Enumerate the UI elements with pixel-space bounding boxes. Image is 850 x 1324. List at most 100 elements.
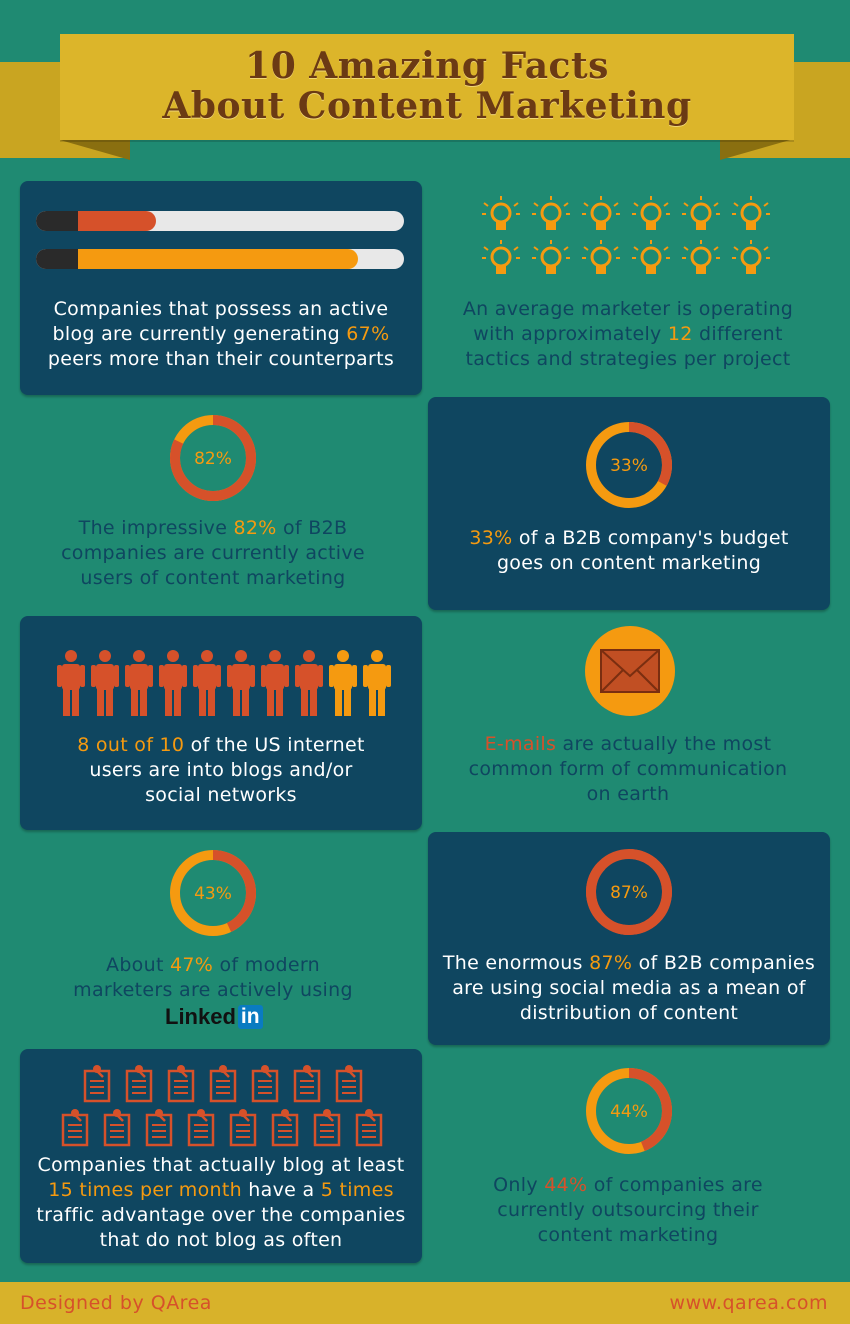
clipboard-icon: [145, 1109, 173, 1147]
person-icon: [125, 650, 153, 716]
fact-text-part: An average marketer is operating with ap…: [462, 298, 794, 345]
donut-segment: [170, 850, 256, 936]
fact-highlight: 82%: [233, 517, 277, 539]
linkedin-logo-text: Linked: [165, 1004, 236, 1029]
banner-right-fold: [720, 140, 790, 160]
fact-text-part: Companies that possess an active blog ar…: [52, 298, 389, 345]
lightbulb-icon: [632, 196, 670, 230]
fact-highlight: 47%: [170, 954, 214, 976]
fact-text-part: peers more than their counterparts: [47, 348, 395, 370]
person-icon: [193, 650, 221, 716]
fact-social-panel: The enormous 87% of B2B companies are us…: [428, 832, 830, 1045]
lightbulb-icon: [532, 196, 570, 230]
clipboard-icon: [229, 1109, 257, 1147]
donut-segment: [170, 415, 256, 501]
fact-text-part: of modern marketers are actively using: [73, 954, 353, 1001]
footer-credit: Designed by QArea: [20, 1292, 212, 1314]
fact-text-part: are actually the most common form of com…: [468, 733, 788, 805]
clipboard-icon: [271, 1109, 299, 1147]
progress-bar-fill: [78, 211, 156, 231]
clipboard-icon: [103, 1109, 131, 1147]
fact-highlight: 5 times: [320, 1179, 394, 1201]
lightbulb-icon: [482, 240, 520, 274]
clipboard-icon: [125, 1065, 153, 1103]
lightbulb-icon: [582, 240, 620, 274]
fact-text-part: Only: [493, 1174, 545, 1196]
clipboard-icon-row: [54, 1107, 390, 1147]
clipboard-icon: [293, 1065, 321, 1103]
lightbulb-icon: [682, 196, 720, 230]
person-icon: [91, 650, 119, 716]
fact-blog-freq-panel: Companies that actually blog at least 15…: [20, 1049, 422, 1263]
person-icon-row: [54, 648, 394, 718]
title-line-2: About Content Marketing: [162, 85, 692, 127]
fact-text-part: of a B2B company's budget goes on conten…: [496, 527, 789, 574]
lightbulb-icon: [582, 196, 620, 230]
clipboard-icon: [335, 1065, 363, 1103]
donut-label: 33%: [610, 456, 648, 476]
fact-highlight: 44%: [544, 1174, 588, 1196]
clipboard-icon: [251, 1065, 279, 1103]
footer-url-link[interactable]: www.qarea.com: [669, 1292, 828, 1314]
fact-us-users-text: 8 out of 10 of the US internet users are…: [60, 733, 382, 808]
fact-social-text: The enormous 87% of B2B companies are us…: [436, 951, 822, 1026]
lightbulb-icon: [632, 240, 670, 274]
lightbulb-icon: [732, 240, 770, 274]
donut-segment: [586, 422, 672, 508]
clipboard-icon: [187, 1109, 215, 1147]
donut-label: 44%: [610, 1102, 648, 1122]
fact-highlight: 12: [667, 323, 693, 345]
person-icon: [295, 650, 323, 716]
clipboard-icon: [355, 1109, 383, 1147]
progress-bar-fill: [78, 249, 358, 269]
footer-bar: Designed by QArea www.qarea.com: [0, 1282, 850, 1324]
donut-label: 43%: [194, 884, 232, 904]
fact-text-part: traffic advantage over the companies tha…: [36, 1204, 406, 1251]
fact-tactics-text: An average marketer is operating with ap…: [440, 297, 816, 372]
fact-highlight: 33%: [469, 527, 513, 549]
fact-highlight: 8 out of 10: [77, 734, 185, 756]
clipboard-icon: [61, 1109, 89, 1147]
envelope-badge: [585, 626, 675, 716]
lightbulb-icon: [482, 196, 520, 230]
fact-text-part: of B2B companies are currently active us…: [61, 517, 365, 589]
donut-segment: [586, 1068, 672, 1154]
fact-text-part: have a: [241, 1179, 321, 1201]
fact-text-part: of B2B companies are using social media …: [452, 952, 816, 1024]
donut-label: 82%: [194, 449, 232, 469]
donut-chart-87: 87%: [586, 849, 672, 935]
fact-outsourcing-text: Only 44% of companies are currently outs…: [478, 1173, 778, 1248]
fact-highlight: 87%: [589, 952, 633, 974]
person-icon: [159, 650, 187, 716]
progress-bar-cap: [36, 249, 78, 269]
fact-text-part: of companies are currently outsourcing t…: [497, 1174, 763, 1246]
person-icon: [363, 650, 391, 716]
fact-budget-panel: 33% of a B2B company's budget goes on co…: [428, 397, 830, 610]
donut-chart-44: 44%: [586, 1068, 672, 1154]
progress-bar-cap: [36, 211, 78, 231]
progress-bar-red: [36, 211, 404, 231]
title-line-1: 10 Amazing Facts: [245, 45, 609, 87]
fact-text-part: The impressive: [78, 517, 234, 539]
clipboard-icon: [167, 1065, 195, 1103]
person-icon: [261, 650, 289, 716]
lightbulb-icon: [682, 240, 720, 274]
envelope-icon: [600, 649, 660, 693]
lightbulb-icon: [732, 196, 770, 230]
clipboard-icon: [313, 1109, 341, 1147]
clipboard-icon: [83, 1065, 111, 1103]
linkedin-logo: Linked in: [165, 1004, 263, 1030]
donut-chart-33: 33%: [586, 422, 672, 508]
fact-highlight: E-mails: [484, 733, 557, 755]
donut-label: 87%: [610, 883, 648, 903]
fact-us-users-panel: 8 out of 10 of the US internet users are…: [20, 616, 422, 830]
fact-emails-text: E-mails are actually the most common for…: [456, 732, 800, 807]
title-banner: 10 Amazing Facts About Content Marketing: [60, 34, 794, 140]
donut-chart-82: 82%: [170, 415, 256, 501]
progress-bar-orange: [36, 249, 404, 269]
banner-left-fold: [60, 140, 130, 160]
fact-text-part: Companies that actually blog at least: [37, 1154, 405, 1176]
fact-text-part: About: [106, 954, 171, 976]
fact-budget-text: 33% of a B2B company's budget goes on co…: [448, 526, 810, 576]
fact-b2b-active-text: The impressive 82% of B2B companies are …: [40, 516, 386, 591]
